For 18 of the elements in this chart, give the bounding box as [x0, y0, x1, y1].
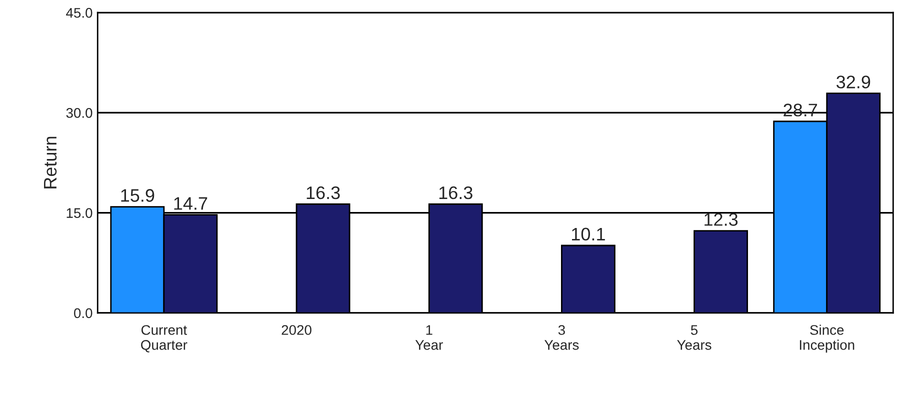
- data-label: 12.3: [704, 213, 738, 226]
- x-tick-label: 5 Years: [677, 325, 712, 350]
- x-tick-label: Since Inception: [800, 324, 854, 353]
- y-tick-label: 15.0: [66, 208, 92, 218]
- data-label: 14.7: [174, 197, 208, 210]
- y-axis-title: Return: [44, 136, 57, 188]
- x-tick-label: 3 Years: [544, 325, 579, 350]
- x-tick-label: Current Quarter: [141, 325, 188, 352]
- y-tick-label: 45.0: [66, 8, 92, 18]
- data-label: 15.9: [121, 189, 154, 202]
- x-tick-label: 2020: [282, 325, 312, 335]
- data-label: 32.9: [836, 76, 870, 88]
- y-tick-label: 0.0: [74, 308, 92, 318]
- data-label: 10.1: [572, 228, 605, 241]
- data-label: 16.3: [439, 186, 472, 200]
- y-tick-label: 30.0: [66, 108, 92, 118]
- x-tick-label: 1 Year: [415, 325, 443, 350]
- data-label: 16.3: [306, 186, 340, 200]
